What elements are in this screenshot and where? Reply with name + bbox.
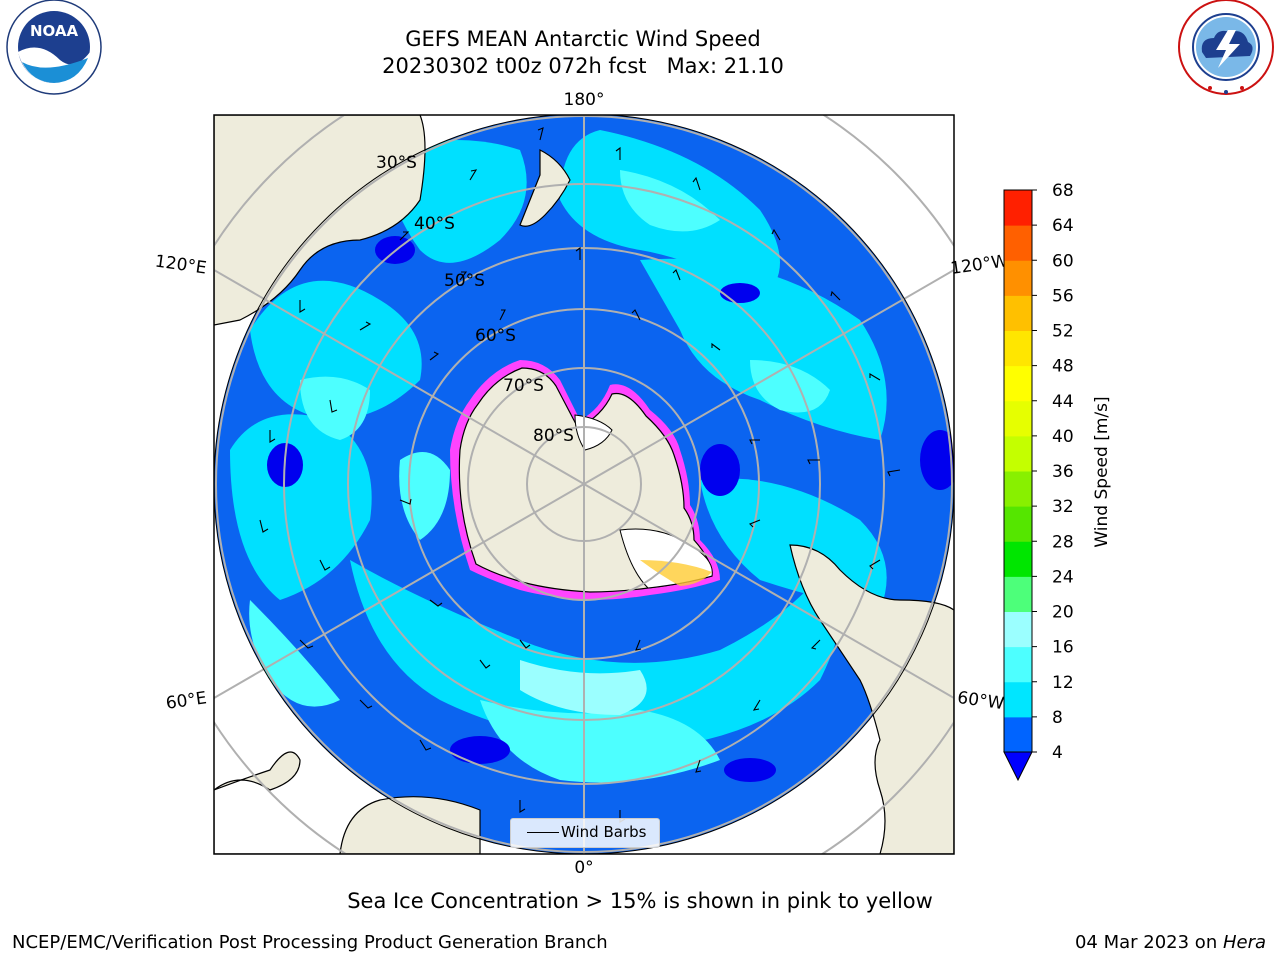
colorbar-segment	[1004, 611, 1032, 648]
colorbar-tick-label: 32	[1052, 497, 1074, 517]
lon-label-120e: 120°E	[154, 252, 208, 279]
colorbar-segment	[1004, 190, 1032, 226]
lon-label-60w: 60°W	[956, 688, 1005, 714]
footer-date-text: 04 Mar 2023 on	[1074, 932, 1223, 953]
lon-label-0: 0°	[574, 858, 593, 878]
colorbar-segment	[1004, 576, 1032, 612]
sea-ice-caption: Sea Ice Concentration > 15% is shown in …	[347, 889, 933, 913]
title-line-2: 20230302 t00z 072h fcst Max: 21.10	[382, 54, 784, 78]
colorbar-tick-label: 64	[1052, 216, 1074, 236]
title-line-1: GEFS MEAN Antarctic Wind Speed	[405, 27, 761, 51]
colorbar-tick-label: 40	[1052, 427, 1074, 447]
colorbar-segment	[1004, 295, 1032, 331]
noaa-logo: NOAA	[6, 0, 102, 95]
colorbar-tick-label: 12	[1052, 673, 1074, 693]
colorbar-segment	[1004, 506, 1032, 542]
lat-label-60s: 60°S	[475, 326, 516, 346]
lat-label-70s: 70°S	[503, 376, 544, 396]
colorbar-tick-label: 56	[1052, 286, 1074, 306]
colorbar-tick-label: 60	[1052, 251, 1074, 271]
colorbar-tick-label: 36	[1052, 462, 1074, 482]
colorbar-tick-label: 52	[1052, 322, 1074, 342]
colorbar-tick-label: 8	[1052, 708, 1063, 728]
colorbar-segment	[1004, 365, 1032, 402]
lat-label-80s: 80°S	[533, 426, 574, 446]
colorbar-under-arrow	[1003, 751, 1033, 782]
colorbar-tick-label: 68	[1052, 181, 1074, 201]
colorbar-segment	[1004, 330, 1032, 367]
wind-barbs-legend-line	[527, 832, 559, 833]
map-frame	[213, 114, 955, 855]
colorbar-segment	[1004, 681, 1032, 718]
colorbar-segment	[1004, 260, 1032, 296]
lon-label-120w: 120°W	[949, 251, 1009, 279]
meridians	[214, 115, 954, 854]
colorbar-tick-label: 48	[1052, 357, 1074, 377]
footer-date: 04 Mar 2023 on Hera	[1075, 932, 1266, 953]
colorbar-segment	[1004, 435, 1032, 472]
lon-label-180: 180°	[564, 90, 605, 110]
colorbar-segment	[1004, 225, 1032, 261]
colorbar-tick-label: 28	[1052, 532, 1074, 552]
wind-barbs-legend: Wind Barbs	[510, 818, 660, 848]
colorbar-tick-label: 4	[1052, 743, 1063, 763]
wind-barbs-legend-label: Wind Barbs	[561, 823, 647, 841]
footer-host: Hera	[1222, 932, 1266, 953]
lon-label-60e: 60°E	[165, 688, 208, 713]
nws-logo	[1178, 0, 1274, 95]
lat-label-30s: 30°S	[376, 153, 417, 173]
lat-label-40s: 40°S	[414, 214, 455, 234]
colorbar-segment	[1004, 716, 1032, 753]
colorbar-segment	[1004, 646, 1032, 683]
colorbar-tick-label: 16	[1052, 638, 1074, 658]
colorbar-tick-label: 44	[1052, 392, 1074, 412]
colorbar-label: Wind Speed [m/s]	[1092, 396, 1112, 547]
lat-label-50s: 50°S	[444, 271, 485, 291]
colorbar-segment	[1004, 400, 1032, 437]
colorbar-tick-label: 20	[1052, 603, 1074, 623]
noaa-logo-text: NOAA	[30, 22, 79, 40]
colorbar-segment	[1004, 541, 1032, 577]
colorbar-segment	[1004, 471, 1032, 507]
colorbar-tick-label: 24	[1052, 567, 1074, 587]
footer-branch: NCEP/EMC/Verification Post Processing Pr…	[12, 932, 608, 953]
